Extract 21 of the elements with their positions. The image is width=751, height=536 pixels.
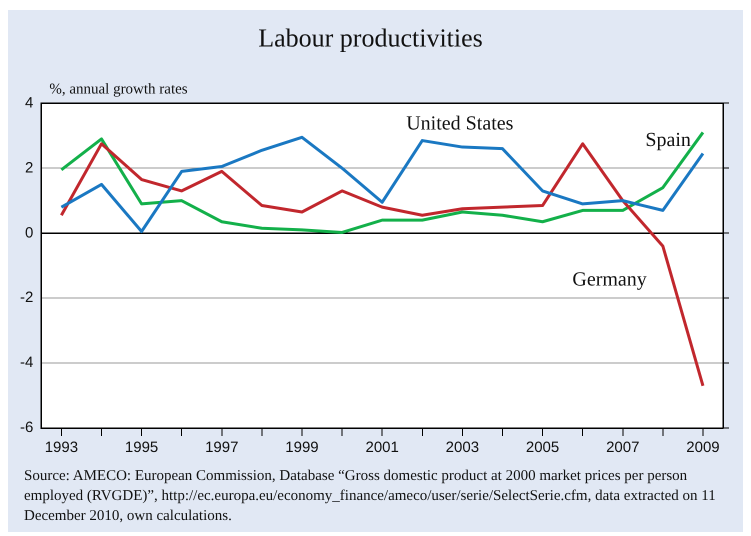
x-tick-label: 1999 (285, 439, 319, 456)
x-tick-label: 1997 (205, 439, 238, 456)
y-tick-label: 4 (24, 94, 34, 112)
x-tick-label: 1993 (44, 439, 78, 456)
y-tick-label: -2 (20, 289, 34, 306)
x-tick-label: 2003 (446, 439, 480, 456)
x-tick-label: 2001 (365, 439, 399, 456)
y-tick-label: 2 (24, 159, 34, 176)
source-note: Source: AMECO: European Commission, Database “Gross domestic product at 2000 market prices per person employed (RVGDE)”, http://ec.europa.eu/economy_finance/ameco/user/serie/SelectSerie.cfm, data extracted on 11 December 2010, own calculations. (23, 467, 717, 526)
y-tick-label: 0 (24, 224, 34, 242)
series-label: United States (406, 112, 514, 135)
series-label: Germany (572, 268, 647, 290)
x-tick-label: 2009 (686, 439, 720, 456)
y-tick-label: -6 (20, 419, 34, 436)
chart-title: Labour productivities (258, 23, 483, 52)
x-tick-label: 2007 (606, 439, 640, 456)
x-tick-label: 1995 (124, 439, 158, 456)
y-axis-title: %, annual growth rates (49, 82, 188, 98)
series-label: Spain (645, 128, 691, 151)
y-tick-label: -4 (20, 354, 34, 372)
x-tick-label: 2005 (526, 439, 560, 456)
